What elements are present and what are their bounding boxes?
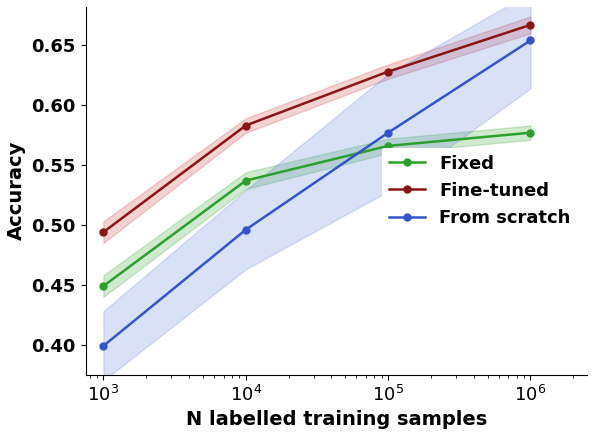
Legend: Fixed, Fine-tuned, From scratch: Fixed, Fine-tuned, From scratch — [382, 147, 578, 234]
Line: From scratch: From scratch — [100, 37, 534, 349]
From scratch — [384, 130, 391, 135]
Fixed — [100, 283, 107, 289]
X-axis label: N labelled training samples: N labelled training samples — [186, 410, 487, 429]
Fine-tuned — [527, 22, 534, 27]
Fixed — [242, 178, 249, 183]
Fixed — [527, 130, 534, 135]
From scratch — [100, 343, 107, 348]
Line: Fixed: Fixed — [100, 129, 534, 290]
Line: Fine-tuned: Fine-tuned — [100, 21, 534, 235]
Fixed — [384, 143, 391, 149]
Fine-tuned — [100, 229, 107, 235]
From scratch — [242, 227, 249, 232]
Fine-tuned — [242, 123, 249, 128]
Fine-tuned — [384, 69, 391, 74]
From scratch — [527, 38, 534, 43]
Y-axis label: Accuracy: Accuracy — [7, 141, 26, 241]
